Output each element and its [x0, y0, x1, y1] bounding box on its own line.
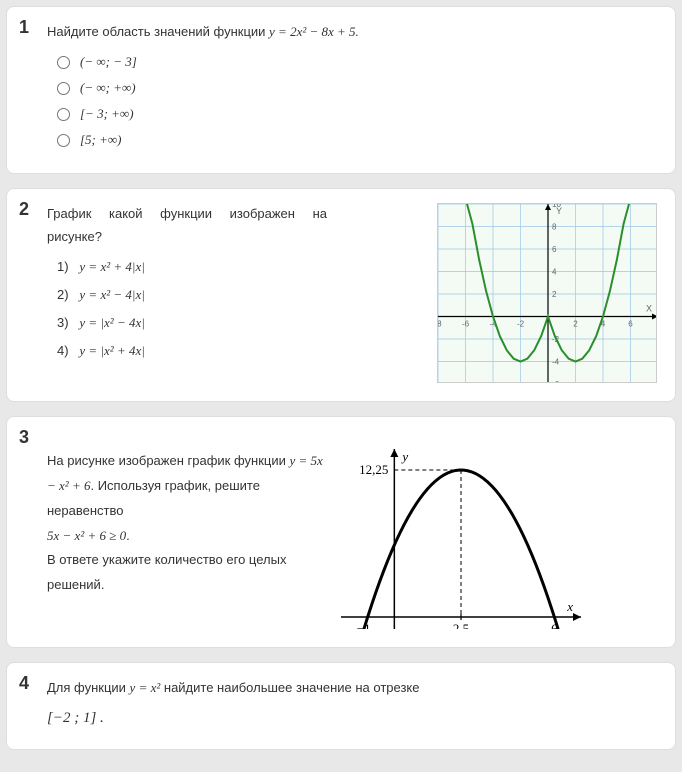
svg-text:2: 2	[552, 290, 557, 299]
question-2: 2 График какой функции изображен на рису…	[6, 188, 676, 402]
svg-text:2: 2	[573, 320, 578, 329]
q3-formula2: 5x − x² + 6 ≥ 0	[47, 528, 126, 543]
q4-interval: [−2 ; 1] .	[47, 710, 104, 726]
q4-formula: y = x²	[130, 680, 161, 695]
q4-text1: Для функции	[47, 680, 130, 695]
svg-text:y: y	[400, 449, 408, 464]
svg-text:-2: -2	[517, 320, 525, 329]
question-body: Для функции y = x² найдите наибольшее зн…	[47, 677, 657, 731]
q2-option: 3) y = |x² − 4x|	[57, 312, 423, 334]
q2-prompt: График какой функции изображен на рисунк…	[47, 203, 327, 247]
q2-option: 4) y = |x² + 4x|	[57, 340, 423, 362]
q2-chart: -8-6-4-22468-6-4-2246810XY	[437, 203, 657, 383]
q1-option: [5; +∞)	[57, 129, 657, 151]
svg-text:Y: Y	[556, 206, 562, 216]
option-label: [− 3; +∞)	[80, 103, 134, 125]
q2-option: 1) y = x² + 4|x|	[57, 256, 423, 278]
svg-text:x: x	[566, 599, 573, 614]
chart-svg: 12,25 y x −1 2,5 6	[341, 449, 581, 629]
question-4: 4 Для функции y = x² найдите наибольшее …	[6, 662, 676, 750]
svg-text:6: 6	[552, 245, 557, 254]
q2-option: 2) y = x² − 4|x|	[57, 284, 423, 306]
svg-text:4: 4	[552, 268, 557, 277]
radio-input[interactable]	[57, 56, 70, 69]
question-body: Найдите область значений функции y = 2x²…	[47, 21, 657, 151]
svg-text:-6: -6	[462, 320, 470, 329]
option-formula: y = x² − 4|x|	[79, 287, 144, 302]
q1-prompt: Найдите область значений функции	[47, 24, 269, 39]
q1-options: (− ∞; − 3] (− ∞; +∞) [− 3; +∞) [5; +∞)	[57, 51, 657, 151]
q2-options: 1) y = x² + 4|x| 2) y = x² − 4|x| 3) y =…	[57, 256, 423, 362]
option-formula: y = |x² + 4x|	[79, 343, 144, 358]
svg-text:8: 8	[656, 320, 657, 329]
q1-formula: y = 2x² − 8x + 5.	[269, 24, 359, 39]
option-num: 4)	[57, 343, 69, 358]
radio-input[interactable]	[57, 134, 70, 147]
option-formula: y = |x² − 4x|	[79, 315, 144, 330]
radio-input[interactable]	[57, 82, 70, 95]
question-number: 3	[19, 427, 29, 448]
svg-text:6: 6	[628, 320, 633, 329]
question-body: На рисунке изображен график функции y = …	[47, 449, 657, 629]
svg-text:12,25: 12,25	[359, 462, 388, 477]
svg-text:6: 6	[551, 621, 558, 629]
q4-text2: найдите наибольшее значение на отрезке	[164, 680, 420, 695]
question-number: 4	[19, 673, 29, 694]
question-body: График какой функции изображен на рисунк…	[47, 203, 657, 383]
svg-text:−1: −1	[357, 621, 371, 629]
q3-text4: В ответе укажите количество его целых ре…	[47, 548, 327, 597]
svg-text:X: X	[646, 304, 652, 314]
svg-text:-8: -8	[437, 320, 442, 329]
svg-text:-4: -4	[552, 358, 560, 367]
svg-text:2,5: 2,5	[453, 621, 469, 629]
radio-input[interactable]	[57, 108, 70, 121]
q3-text3: .	[126, 528, 130, 543]
question-3: 3 На рисунке изображен график функции y …	[6, 416, 676, 648]
q3-text1: На рисунке изображен график функции	[47, 453, 289, 468]
chart-svg: -8-6-4-22468-6-4-2246810XY	[437, 203, 657, 383]
q3-chart: 12,25 y x −1 2,5 6	[341, 449, 581, 629]
q1-option: (− ∞; +∞)	[57, 77, 657, 99]
option-formula: y = x² + 4|x|	[79, 259, 144, 274]
question-number: 1	[19, 17, 29, 38]
svg-text:8: 8	[552, 223, 557, 232]
q1-option: (− ∞; − 3]	[57, 51, 657, 73]
option-label: (− ∞; − 3]	[80, 51, 137, 73]
question-number: 2	[19, 199, 29, 220]
option-num: 2)	[57, 287, 69, 302]
option-label: (− ∞; +∞)	[80, 77, 136, 99]
svg-text:-6: -6	[552, 380, 560, 383]
option-num: 1)	[57, 259, 69, 274]
question-1: 1 Найдите область значений функции y = 2…	[6, 6, 676, 174]
option-label: [5; +∞)	[80, 129, 122, 151]
q1-option: [− 3; +∞)	[57, 103, 657, 125]
option-num: 3)	[57, 315, 69, 330]
